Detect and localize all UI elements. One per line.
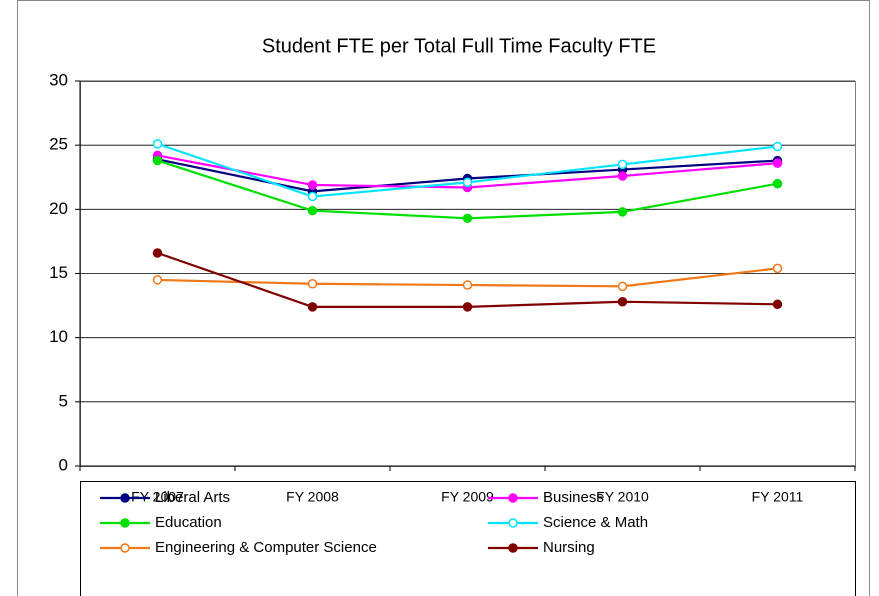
y-tick-label: 15 (49, 263, 68, 282)
x-tick-label: FY 2010 (596, 489, 649, 505)
point (152, 139, 163, 149)
legend-marker (120, 493, 130, 503)
legend-marker (508, 518, 518, 528)
point (772, 299, 783, 310)
x-tick-label: FY 2008 (286, 489, 339, 505)
x-tick-label: FY 2007 (131, 489, 184, 505)
point (307, 302, 318, 312)
y-tick-label: 0 (59, 455, 68, 474)
point (152, 155, 163, 166)
legend-label: Engineering & Computer Science (155, 539, 377, 556)
point (617, 159, 628, 170)
point (772, 158, 783, 168)
legend-marker (508, 493, 518, 503)
legend-marker (120, 518, 130, 528)
legend-label: Liberal Arts (155, 489, 230, 506)
point (617, 296, 628, 307)
point (307, 205, 318, 216)
legend-marker (508, 543, 518, 553)
point (307, 279, 318, 289)
legend-label: Education (155, 514, 222, 531)
point (617, 207, 628, 217)
point (462, 280, 473, 290)
point (772, 263, 783, 274)
y-tick-label: 5 (59, 391, 68, 410)
point (617, 171, 628, 181)
x-tick-label: FY 2011 (752, 489, 804, 505)
point (462, 302, 473, 312)
point (462, 213, 473, 224)
point (462, 177, 473, 188)
y-tick-label: 30 (49, 70, 68, 89)
legend-marker (120, 543, 130, 553)
legend-label: Nursing (543, 539, 595, 556)
legend-label: Business (543, 489, 604, 506)
legend-box (80, 481, 856, 596)
legend-label: Science & Math (543, 514, 648, 531)
y-tick-label: 25 (49, 135, 68, 154)
point (307, 191, 318, 202)
point (772, 178, 783, 189)
x-tick-label: FY 2009 (441, 489, 494, 505)
point (617, 281, 628, 292)
point (152, 248, 163, 258)
point (772, 141, 783, 152)
y-tick-label: 10 (49, 327, 68, 346)
point (307, 180, 318, 190)
y-tick-label: 20 (49, 199, 68, 218)
chart-title: Student FTE per Total Full Time Faculty … (262, 35, 656, 57)
point (152, 275, 163, 285)
